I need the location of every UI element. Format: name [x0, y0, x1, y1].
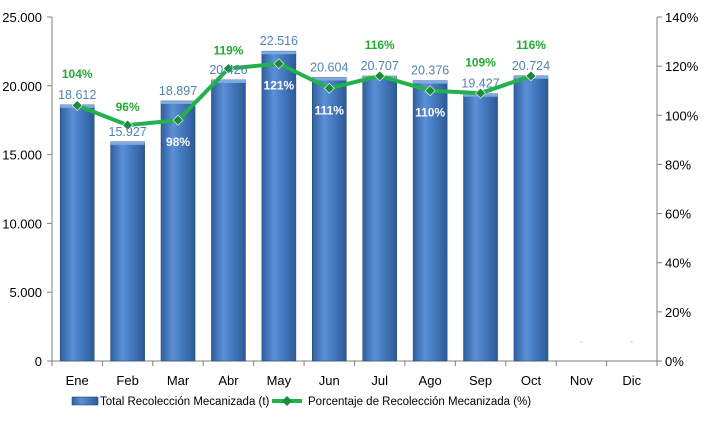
right-tick-label: 40% — [665, 256, 691, 271]
category-label: Sep — [469, 373, 492, 388]
right-tick-label: 120% — [665, 59, 699, 74]
bar-top — [312, 77, 347, 81]
percentage-point — [323, 82, 335, 94]
bars — [59, 50, 633, 362]
bar-value-label: 20.376 — [411, 64, 449, 78]
percentage-value-label: 111% — [315, 103, 345, 117]
bar-value-label: 20.426 — [209, 63, 247, 77]
percentage-point — [475, 87, 486, 99]
bar — [311, 77, 347, 362]
percentage-value-label: 109% — [465, 56, 496, 70]
legend-bar-swatch — [71, 396, 99, 406]
category-label: Abr — [218, 373, 239, 388]
axes: 0 5.000 10.000 15.000 20.000 25.000 0% 20% 40% 60… — [2, 10, 698, 388]
right-tick-label: 0% — [665, 354, 684, 369]
percentage-value-label: 116% — [516, 38, 546, 52]
right-tick-label: 80% — [665, 157, 691, 172]
bar — [362, 75, 398, 362]
category-label: Nov — [570, 373, 594, 388]
category-label: Dic — [622, 373, 641, 388]
percentage-value-label: 121% — [264, 79, 295, 93]
percentage-point — [424, 85, 436, 97]
percentage-series-line — [76, 61, 532, 128]
bar-top — [413, 80, 448, 84]
bar-top — [211, 79, 246, 83]
percentage-line — [71, 58, 537, 131]
category-label: Oct — [521, 373, 542, 388]
percentage-value-label: 110% — [415, 106, 445, 120]
percentage-value-label: 119% — [213, 44, 243, 58]
left-tick-label: 10.000 — [2, 216, 42, 231]
bar — [412, 80, 448, 362]
category-label: Feb — [116, 373, 138, 388]
category-label: Jun — [319, 373, 340, 388]
right-tick-label: 60% — [665, 207, 691, 222]
bar-top — [110, 141, 145, 145]
bar-value-label: 15.927 — [109, 125, 147, 139]
bar — [211, 79, 246, 362]
percentage-value-label: 104% — [62, 67, 93, 81]
bar-value-label: 19.427 — [461, 77, 499, 91]
legend-bar-label: Total Recolección Mecanizada (t) — [100, 396, 270, 408]
bar — [261, 50, 297, 362]
category-label: Jul — [371, 373, 388, 388]
percentage-point — [525, 70, 537, 82]
percentage-value-label: 116% — [365, 38, 395, 52]
left-tick-label: 25.000 — [2, 10, 42, 25]
percentage-point — [172, 114, 184, 126]
category-label: Ago — [419, 373, 442, 388]
bar — [160, 100, 196, 362]
bar — [59, 104, 95, 362]
bar — [513, 75, 549, 362]
bar-value-label: 22.516 — [260, 34, 298, 48]
legend: Total Recolección Mecanizada (t) Porcenta… — [71, 396, 531, 408]
left-tick-label: 5.000 — [9, 285, 42, 300]
bar-value-label: 20.724 — [512, 59, 550, 73]
data-labels: 18.612 15.927 18.897 20.426 22.516 20.604 20.7… — [58, 34, 550, 149]
percentage-point — [374, 70, 386, 82]
percentage-point — [273, 58, 285, 70]
bar-value-label: 18.897 — [159, 84, 197, 98]
bar — [463, 93, 498, 362]
bar-value-label: 20.707 — [361, 59, 399, 73]
bar-value-label: 18.612 — [58, 88, 96, 102]
percentage-point — [71, 100, 83, 111]
left-tick-label: 0 — [35, 354, 42, 369]
right-tick-label: 100% — [665, 108, 699, 123]
bar-top — [161, 100, 196, 104]
category-label: May — [267, 373, 292, 388]
category-label: Mar — [167, 373, 190, 388]
bar-top — [261, 51, 296, 55]
right-tick-label: 20% — [665, 305, 691, 320]
category-label: Ene — [66, 373, 89, 388]
percentage-value-label: 96% — [116, 100, 140, 114]
right-tick-label: 140% — [665, 10, 699, 25]
percentage-value-label: 98% — [166, 135, 190, 149]
bar-value-label: 20.604 — [310, 60, 348, 74]
percentage-point — [122, 119, 134, 131]
left-tick-label: 15.000 — [2, 148, 42, 163]
percentage-point — [223, 63, 234, 75]
left-tick-label: 20.000 — [2, 79, 42, 94]
legend-line-label: Porcentaje de Recolección Mecanizada (%) — [308, 396, 531, 408]
legend-line-marker — [282, 396, 292, 406]
bar — [110, 141, 145, 362]
